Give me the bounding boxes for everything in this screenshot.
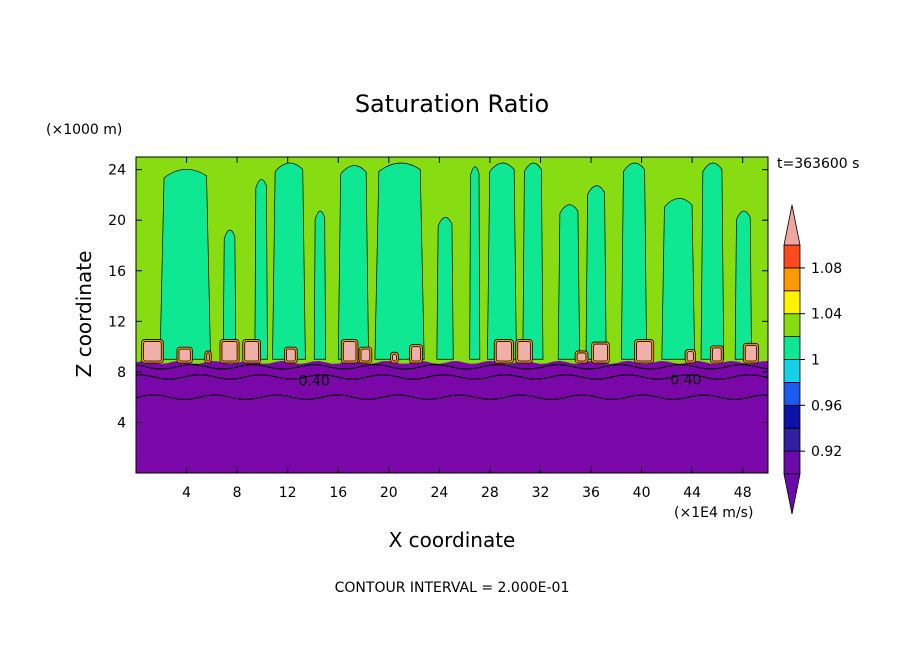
colorbar-label: 1.08 bbox=[811, 261, 842, 277]
contour-line bbox=[135, 394, 769, 400]
colorbar-lower-arrow bbox=[783, 473, 801, 515]
contour-interval-footer: CONTOUR INTERVAL = 2.000E-01 bbox=[335, 580, 570, 596]
x-tick-label: 4 bbox=[182, 485, 191, 501]
contour-line bbox=[135, 364, 769, 370]
x-tick-label: 8 bbox=[233, 485, 242, 501]
colorbar-upper-arrow bbox=[783, 204, 801, 246]
x-tick-label: 12 bbox=[279, 485, 297, 501]
x-tick-label: 20 bbox=[380, 485, 398, 501]
colorbar-label: 1.04 bbox=[811, 307, 842, 323]
cloud-top-cell bbox=[360, 348, 371, 362]
x-tick-label: 44 bbox=[683, 485, 701, 501]
upper-plume bbox=[557, 204, 581, 360]
y-tick-label: 4 bbox=[117, 415, 126, 431]
cloud-top-cell bbox=[576, 352, 587, 362]
x-axis-label: X coordinate bbox=[389, 528, 516, 552]
upper-plume bbox=[522, 162, 544, 360]
x-tick-label: 16 bbox=[329, 485, 347, 501]
colorbar-segment bbox=[783, 336, 801, 360]
cloud-top-cell bbox=[593, 343, 608, 362]
colorbar-segment bbox=[783, 244, 801, 269]
upper-plume bbox=[254, 179, 268, 360]
cloud-top-cell bbox=[411, 346, 421, 362]
y-tick-label: 16 bbox=[108, 264, 126, 280]
contour-label: 0.40 bbox=[299, 374, 330, 390]
x-tick-label: 24 bbox=[430, 485, 448, 501]
upper-plume bbox=[337, 165, 369, 360]
cloud-top-cell bbox=[517, 341, 531, 362]
contour-label: 0.40 bbox=[670, 372, 701, 388]
cloud-top-cell bbox=[636, 341, 653, 362]
y-axis-label: Z coordinate bbox=[72, 251, 96, 378]
x-unit-label: (×1E4 m/s) bbox=[674, 505, 753, 521]
x-tick-label: 48 bbox=[734, 485, 752, 501]
upper-plume bbox=[436, 217, 454, 360]
y-tick-label: 20 bbox=[108, 213, 126, 229]
colorbar-label: 0.92 bbox=[811, 444, 842, 460]
cloud-top-cell bbox=[744, 344, 758, 362]
cloud-top-cell bbox=[178, 348, 191, 362]
upper-plume bbox=[661, 198, 696, 360]
y-tick-label: 12 bbox=[108, 314, 126, 330]
cloud-top-cell bbox=[244, 341, 260, 362]
upper-plume bbox=[585, 185, 607, 360]
cloud-top-cell bbox=[392, 353, 397, 362]
y-tick-label: 24 bbox=[108, 163, 126, 179]
upper-plume bbox=[272, 162, 306, 360]
upper-plume bbox=[469, 166, 481, 360]
upper-plume bbox=[374, 162, 425, 360]
cloud-top-cell bbox=[206, 352, 210, 362]
contour-line bbox=[135, 374, 769, 380]
cloud-top-cell bbox=[221, 341, 238, 362]
colorbar-segment bbox=[783, 450, 801, 475]
x-tick-label: 28 bbox=[481, 485, 499, 501]
x-tick-label: 36 bbox=[582, 485, 600, 501]
colorbar-segment bbox=[783, 359, 801, 383]
upper-plume bbox=[313, 210, 326, 360]
colorbar: 0.92 0.96 1 1.04 1.08 bbox=[783, 204, 842, 515]
x-tick-label: 40 bbox=[633, 485, 651, 501]
plot-frame bbox=[135, 156, 769, 474]
colorbar-segment bbox=[783, 427, 801, 452]
colorbar-segment bbox=[783, 267, 801, 292]
y-tick-label: 8 bbox=[117, 365, 126, 381]
upper-plume bbox=[700, 162, 725, 360]
upper-plume bbox=[621, 162, 648, 360]
chart-title: Saturation Ratio bbox=[355, 90, 549, 118]
x-tick-label: 32 bbox=[532, 485, 550, 501]
upper-plume bbox=[734, 210, 752, 360]
cloud-top-cell bbox=[342, 341, 357, 362]
y-unit-label: (×1000 m) bbox=[46, 122, 122, 138]
cloud-top-cell bbox=[686, 351, 694, 362]
upper-plume bbox=[222, 229, 237, 360]
upper-plume bbox=[159, 168, 211, 360]
colorbar-label: 0.96 bbox=[811, 398, 842, 414]
colorbar-segment bbox=[783, 313, 801, 338]
cloud-top-cell bbox=[143, 341, 162, 362]
cloud-top-cell bbox=[286, 348, 296, 362]
colorbar-segment bbox=[783, 404, 801, 429]
colorbar-label: 1 bbox=[811, 353, 820, 369]
upper-plume bbox=[487, 162, 517, 360]
cloud-top-cell bbox=[495, 341, 512, 362]
colorbar-segment bbox=[783, 290, 801, 315]
time-label: t=363600 s bbox=[777, 156, 859, 172]
colorbar-segment bbox=[783, 381, 801, 406]
lower-layer bbox=[136, 360, 768, 473]
cloud-top-cell bbox=[711, 347, 722, 362]
